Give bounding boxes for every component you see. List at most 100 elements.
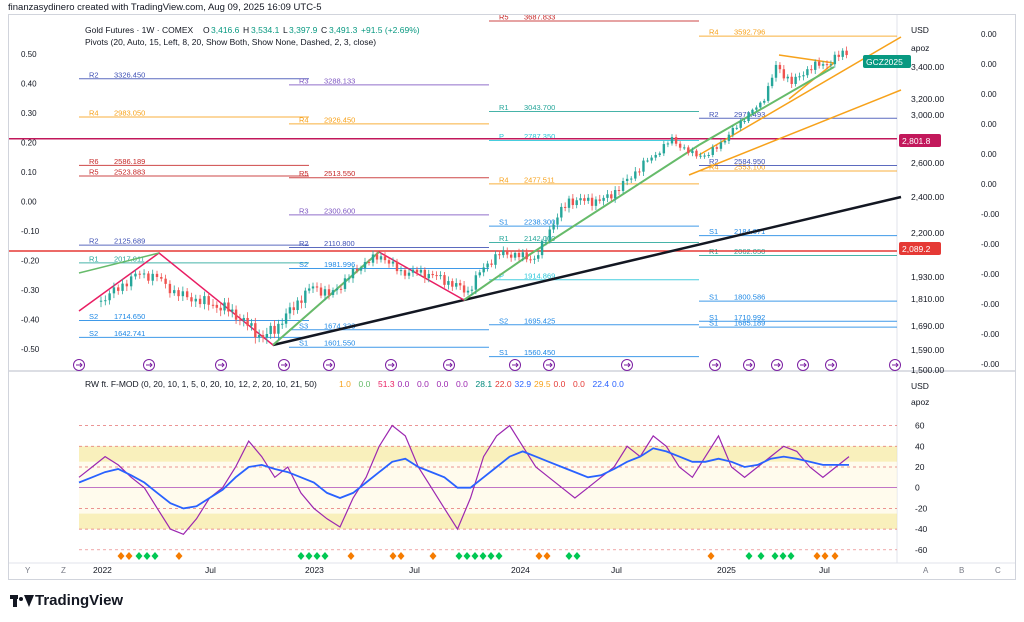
pivot-value: 2586.189 [114, 157, 145, 166]
candle-body [513, 252, 517, 258]
signal-diamond [117, 552, 125, 560]
osc-value: 0.0 [359, 379, 371, 389]
chart-canvas[interactable]: Gold Futures · 1W · COMEX O 3,416.6 H 3,… [9, 12, 1015, 579]
signal-diamond [135, 552, 143, 560]
candle-body [778, 64, 782, 70]
candle-body [379, 256, 383, 260]
candle-body [695, 150, 698, 157]
candle-body [711, 147, 714, 155]
candle-body [674, 137, 678, 144]
osc-tick-label: 20 [915, 462, 925, 472]
pivot-name: S2 [499, 316, 508, 325]
candle-body [359, 268, 363, 271]
right-scale-label: -0.00 [981, 330, 1000, 339]
candle-body [284, 313, 288, 324]
candle-body [407, 272, 411, 276]
session-marker-arrow [146, 362, 153, 368]
price-tick-label: 3,400.00 [911, 62, 944, 72]
symbol-tag[interactable]: GCZ2025 [863, 55, 911, 68]
candle-body [138, 273, 141, 275]
currency-label[interactable]: USD [911, 25, 929, 35]
osc-value: 1.0 [339, 379, 351, 389]
ohlc-high-label: H [243, 25, 249, 35]
osc-value: 0.0 [612, 379, 624, 389]
candle-body [443, 275, 446, 285]
osc-value: 0.0 [398, 379, 410, 389]
signal-diamond [397, 552, 405, 560]
left-scale-label: -0.50 [21, 345, 40, 354]
osc-currency-label[interactable]: USD [911, 381, 929, 391]
pivot-name: R4 [89, 109, 99, 118]
long-trendline[interactable] [272, 195, 902, 347]
candle-body [261, 335, 265, 338]
candle-body [304, 290, 307, 303]
candle-body [160, 277, 163, 279]
candle-body [367, 262, 371, 264]
price-axis[interactable]: 3,400.00 3,200.00 3,000.00 2,600.00 2,400.00… [911, 62, 944, 375]
osc-tick-label: -60 [915, 545, 928, 555]
candle-body [194, 298, 197, 302]
session-marker-arrow [512, 362, 519, 368]
session-marker-arrow [76, 362, 83, 368]
candle-body [560, 206, 563, 218]
bottom-bar-left: Y [25, 566, 31, 575]
tradingview-brand[interactable]: TradingView [10, 592, 123, 609]
session-marker-arrow [546, 362, 553, 368]
candle-body [215, 304, 219, 308]
candle-body [610, 194, 613, 199]
session-marker-arrow [388, 362, 395, 368]
pivot-name: R5 [299, 169, 309, 178]
candle-body [810, 69, 813, 71]
price-tick-label: 2,200.00 [911, 228, 944, 238]
pivot-value: 2584.950 [734, 157, 765, 166]
candle-body [658, 153, 661, 155]
pivot-name: R5 [499, 15, 509, 21]
pivot-name: S1 [499, 348, 508, 357]
pivot-name: S1 [709, 319, 718, 328]
candle-body [142, 273, 146, 275]
pivot-value: 2787.350 [524, 132, 555, 141]
ohlc-close-label: C [321, 25, 327, 35]
pivot-name: R1 [89, 254, 99, 263]
pivot-value: 3687.833 [524, 15, 555, 21]
candle-body [470, 289, 474, 291]
candle-body [634, 171, 637, 179]
candle-body [296, 300, 299, 311]
candle-body [594, 199, 598, 206]
osc-value: 0.0 [417, 379, 429, 389]
signal-diamond [813, 552, 821, 560]
candle-body [439, 275, 442, 277]
signal-diamond [151, 552, 159, 560]
candle-body [335, 288, 339, 291]
channel-lower[interactable] [688, 89, 902, 176]
bottom-bar-right: B [959, 566, 964, 575]
signal-diamond [831, 552, 839, 560]
ohlc-low: 3,397.9 [289, 25, 318, 35]
candle-body [490, 263, 493, 265]
right-outer-scale: 0.00 0.00 0.00 0.00 0.00 0.00 -0.00 -0.00 -0.00 -… [981, 30, 1000, 369]
zigzag-green-right[interactable] [463, 66, 835, 301]
signal-diamond [321, 552, 329, 560]
candle-body [347, 278, 351, 280]
right-scale-label: -0.00 [981, 240, 1000, 249]
candle-body [494, 254, 497, 265]
pivot-value: 2110.800 [324, 239, 355, 248]
zigzag-green-left[interactable] [78, 252, 160, 274]
symbol-tag-text: GCZ2025 [866, 57, 903, 67]
candle-body [613, 190, 617, 199]
candle-body [806, 69, 809, 76]
tradingview-logo-icon [10, 594, 34, 607]
candle-body [590, 197, 594, 206]
candle-body [451, 281, 454, 287]
time-axis[interactable]: 2022 Jul 2023 Jul 2024 Jul 2025 Jul [9, 562, 1015, 575]
pivot-value: 1674.333 [324, 321, 355, 330]
candle-body [552, 224, 555, 230]
signal-diamond [429, 552, 437, 560]
candle-body [544, 240, 548, 242]
candle-body [399, 270, 403, 272]
price-tick-label: 1,930.00 [911, 272, 944, 282]
left-scale-label: -0.10 [21, 227, 40, 236]
pivot-name: R3 [299, 206, 309, 215]
session-markers [73, 359, 901, 371]
candle-body [211, 304, 215, 306]
